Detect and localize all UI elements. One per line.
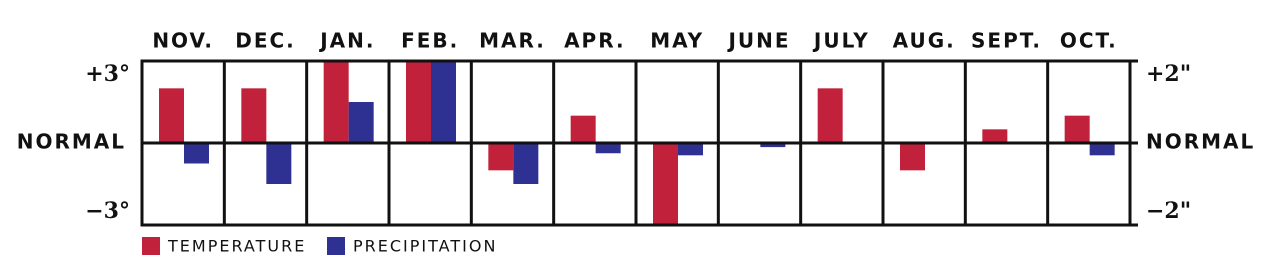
- bar: [678, 143, 703, 156]
- bar: [488, 143, 514, 171]
- bar: [184, 143, 209, 164]
- y2-tick-label: −2": [1146, 198, 1191, 224]
- bar: [817, 88, 843, 143]
- x-tick-label: OCT.: [1060, 29, 1118, 53]
- bar: [323, 61, 349, 143]
- bar: [653, 143, 678, 225]
- bar: [241, 88, 267, 143]
- bar: [159, 88, 184, 143]
- bar: [982, 129, 1008, 143]
- x-tick-label: AUG.: [893, 29, 956, 53]
- bar: [266, 143, 292, 184]
- x-tick-label: NOV.: [152, 29, 214, 53]
- x-tick-label: JULY: [812, 29, 870, 53]
- y2-tick-label: +2": [1146, 61, 1191, 87]
- bar: [1089, 143, 1115, 156]
- bar: [406, 61, 431, 143]
- x-tick-label: DEC.: [235, 29, 296, 53]
- bar: [513, 143, 539, 184]
- x-tick-label: MAR.: [479, 29, 546, 53]
- bar: [431, 61, 456, 143]
- y-tick-label: +3°: [85, 61, 130, 87]
- legend-swatch: [327, 237, 345, 255]
- legend-label: PRECIPITATION: [353, 237, 497, 256]
- legend-swatch: [142, 237, 160, 255]
- x-tick-label: SEPT.: [971, 29, 1042, 53]
- bar: [900, 143, 925, 171]
- y-tick-label: NORMAL: [17, 130, 126, 154]
- x-tick-label: MAY: [650, 29, 704, 53]
- legend-label: TEMPERATURE: [167, 237, 306, 256]
- bar: [760, 143, 786, 148]
- x-tick-label: FEB.: [401, 29, 459, 53]
- bar: [570, 115, 596, 143]
- y2-tick-label: NORMAL: [1146, 130, 1255, 154]
- bar: [348, 102, 374, 143]
- x-tick-label: JAN.: [318, 29, 375, 53]
- y-tick-label: −3°: [85, 198, 130, 224]
- x-tick-label: JUNE: [726, 29, 790, 53]
- bar: [1064, 115, 1090, 143]
- bar: [595, 143, 621, 154]
- x-tick-label: APR.: [564, 29, 626, 53]
